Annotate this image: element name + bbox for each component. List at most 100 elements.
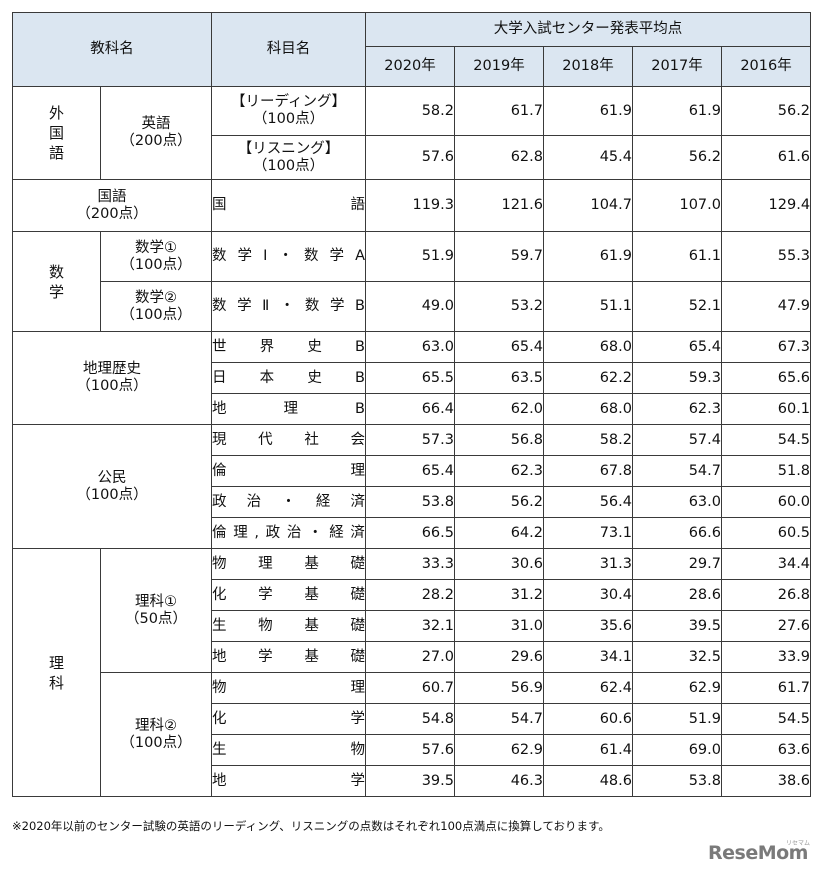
- subject-label: 現代社会: [212, 431, 365, 448]
- score-cell: 29.7: [632, 548, 722, 580]
- score-cell: 60.1: [720, 393, 812, 425]
- score-cell: 60.5: [720, 517, 812, 549]
- score-cell: 61.7: [720, 672, 812, 704]
- subject-label: 倫理, 政治・経済: [212, 524, 365, 541]
- table-row: 地理歴史 （100点）世界史 B 63.0 65.4 68.0 65.4 67.3: [12, 331, 812, 425]
- subject-cell: 政治・経済: [211, 486, 366, 518]
- subject-label: 地学: [212, 772, 365, 789]
- kyoka-label: 英語: [141, 116, 171, 132]
- score-cell: 57.3: [365, 424, 455, 456]
- header-year: 2020年: [365, 46, 455, 87]
- header-group: 大学入試センター発表平均点: [364, 12, 812, 47]
- kyoka-cell: 数学① （100点）: [100, 231, 212, 282]
- score-cell: 60.0: [720, 486, 812, 518]
- score-cell: 61.1: [632, 231, 722, 282]
- score-cell: 60.6: [543, 703, 633, 735]
- points-label: （100点）: [120, 306, 192, 323]
- header-year: 2019年: [454, 46, 544, 87]
- subject-label: 地学基礎: [212, 648, 365, 665]
- subject-cell: 地学: [211, 765, 366, 797]
- subject-cell: 数学 Ⅰ ・数学 A: [211, 231, 366, 282]
- score-cell: 62.9: [632, 672, 722, 704]
- points-label: （100点）: [120, 734, 192, 751]
- score-cell: 30.6: [454, 548, 544, 580]
- table-row: 理科 理科① （50点）物理基礎 33.3 30.6 31.3 29.7 34.4: [12, 548, 812, 797]
- score-cell: 61.9: [632, 86, 722, 136]
- table-row: 化学基礎 28.2 31.2 30.4 28.6 26.8: [13, 579, 812, 611]
- score-cell: 27.6: [720, 610, 812, 642]
- table-row: 地学 39.5 46.3 48.6 53.8 38.6: [13, 765, 812, 797]
- score-cell: 51.8: [720, 455, 812, 487]
- score-cell: 54.7: [632, 455, 722, 487]
- table-row: 数学 数学① （100点）数学 Ⅰ ・数学 A 51.9 59.7 61.9 61.1 55.3: [12, 231, 812, 332]
- score-cell: 51.1: [543, 281, 633, 332]
- score-cell: 31.0: [454, 610, 544, 642]
- header-kyoka: 教科名: [12, 12, 212, 87]
- score-cell: 59.7: [454, 231, 544, 282]
- score-cell: 67.8: [543, 455, 633, 487]
- score-cell: 28.6: [632, 579, 722, 611]
- score-cell: 54.5: [720, 703, 812, 735]
- score-cell: 63.0: [365, 331, 455, 363]
- score-cell: 62.3: [454, 455, 544, 487]
- score-cell: 66.6: [632, 517, 722, 549]
- score-cell: 57.6: [365, 734, 455, 766]
- points-label: （100点）: [76, 378, 148, 394]
- score-cell: 56.2: [632, 135, 722, 180]
- score-cell: 34.1: [543, 641, 633, 673]
- subject-label: 【リスニング】: [237, 140, 340, 157]
- score-cell: 32.5: [632, 641, 722, 673]
- kyoka-label: 理科②: [135, 717, 177, 734]
- score-cell: 121.6: [454, 179, 544, 232]
- kyoka-cell: 理科① （50点）: [100, 548, 212, 673]
- score-cell: 65.4: [632, 331, 722, 363]
- kyoka-cell: 英語 （200点）: [100, 86, 212, 180]
- header-year: 2018年: [543, 46, 633, 87]
- score-cell: 65.5: [365, 362, 455, 394]
- score-cell: 129.4: [720, 179, 812, 232]
- score-cell: 62.3: [632, 393, 722, 425]
- score-cell: 62.2: [543, 362, 633, 394]
- score-cell: 61.9: [543, 231, 633, 282]
- subject-cell: 【リーディング】 （100点）: [211, 86, 366, 136]
- kyoka-cell: 国語 （200点）: [12, 179, 212, 232]
- score-cell: 61.6: [720, 135, 812, 180]
- average-score-table: 教科名 科目名 大学入試センター発表平均点 2020年 2019年 2018年 …: [12, 12, 812, 797]
- score-cell: 61.7: [454, 86, 544, 136]
- table-row: 【リスニング】 （100点） 57.6 62.8 45.4 56.2 61.6: [13, 135, 812, 180]
- score-cell: 56.9: [454, 672, 544, 704]
- kyoka-cell: 地理歴史 （100点）: [12, 331, 212, 425]
- subject-label: 化学基礎: [212, 586, 365, 603]
- subject-label: 【リーディング】: [231, 94, 346, 110]
- score-cell: 56.2: [454, 486, 544, 518]
- points-label: （100点）: [120, 256, 192, 273]
- score-cell: 54.5: [720, 424, 812, 456]
- score-cell: 68.0: [543, 393, 633, 425]
- subject-label: 化学: [212, 710, 365, 727]
- score-cell: 33.9: [720, 641, 812, 673]
- subject-points: （100点）: [252, 157, 325, 174]
- subject-cell: 化学基礎: [211, 579, 366, 611]
- subject-label: 生物基礎: [212, 617, 365, 634]
- subject-label: 物理基礎: [212, 555, 365, 572]
- score-cell: 30.4: [543, 579, 633, 611]
- score-cell: 53.8: [632, 765, 722, 797]
- kyoka-label: 理科①: [135, 593, 177, 610]
- kyoka-cell: 理科② （100点）: [100, 672, 212, 797]
- subject-cell: 現代社会: [211, 424, 366, 456]
- score-cell: 51.9: [365, 231, 455, 282]
- score-cell: 34.4: [720, 548, 812, 580]
- score-cell: 56.2: [720, 86, 812, 136]
- table-row: 地学基礎 27.0 29.6 34.1 32.5 33.9: [13, 641, 812, 673]
- header-year: 2017年: [632, 46, 722, 87]
- subject-label: 生物: [212, 741, 365, 758]
- score-cell: 65.4: [365, 455, 455, 487]
- kyoka-label: 理科: [48, 653, 64, 692]
- score-cell: 39.5: [365, 765, 455, 797]
- score-cell: 39.5: [632, 610, 722, 642]
- table-row: 生物基礎 32.1 31.0 35.6 39.5 27.6: [13, 610, 812, 642]
- header-kamoku: 科目名: [211, 12, 366, 87]
- score-cell: 60.7: [365, 672, 455, 704]
